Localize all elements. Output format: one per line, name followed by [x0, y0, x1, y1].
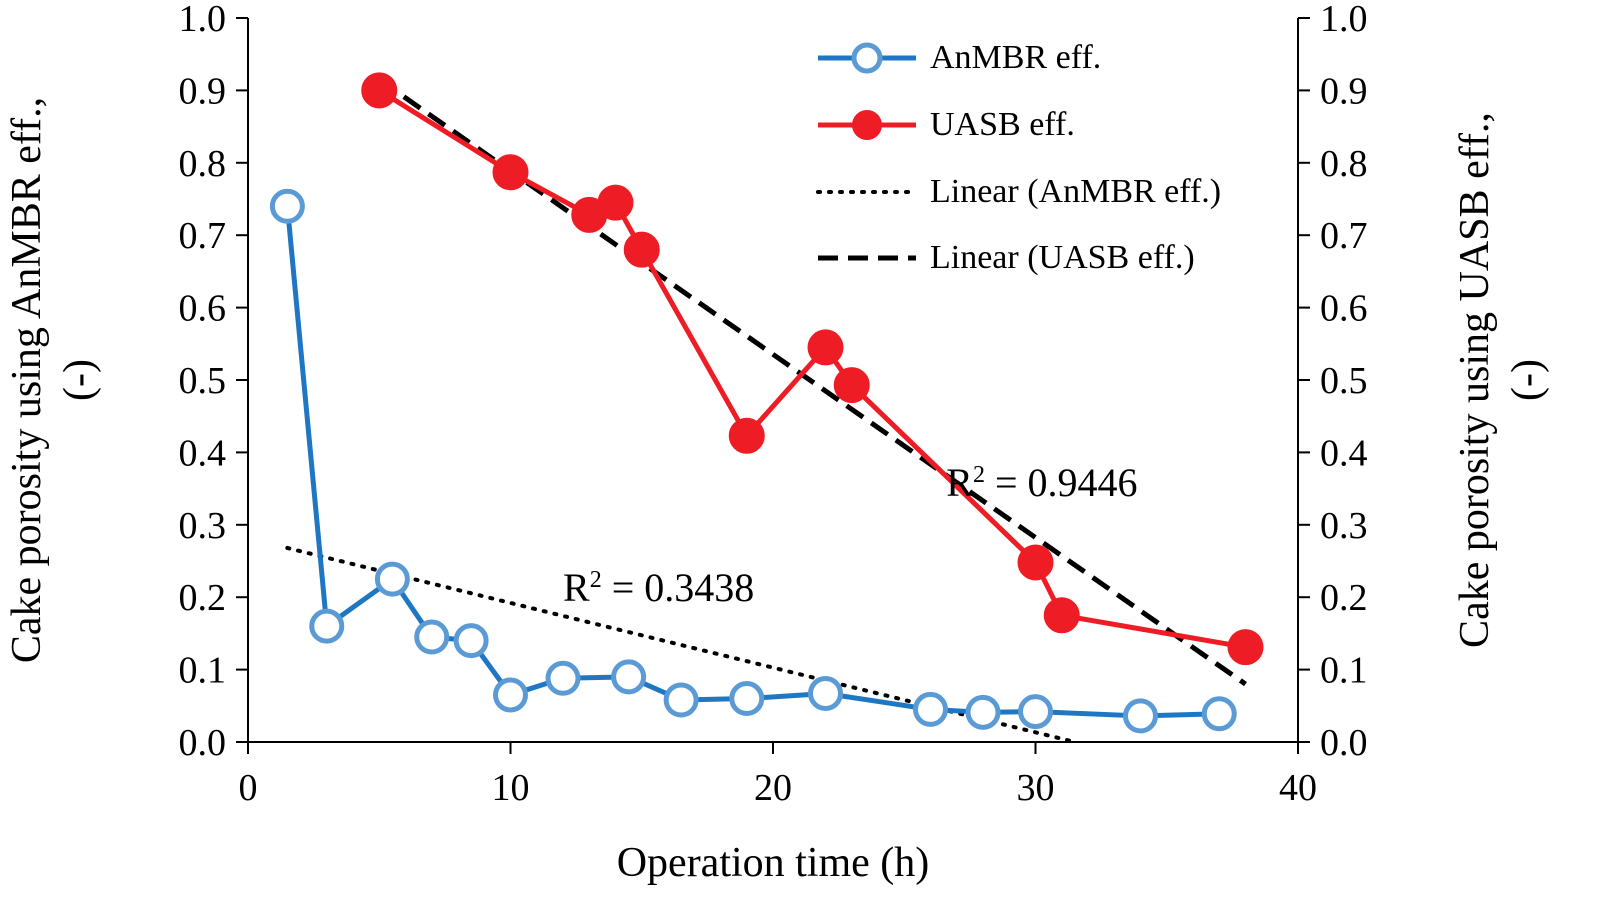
data-point-anmbr [1201, 696, 1237, 732]
y-tick-label-right: 0.5 [1320, 360, 1368, 402]
legend-label-uasb: UASB eff. [930, 106, 1075, 143]
r-squared-base: R [563, 565, 590, 610]
r-squared-value: = 0.3438 [602, 565, 755, 610]
y-axis-title-left: Cake porosity using AnMBR eff., (-) [4, 97, 102, 663]
data-point-uasb [492, 154, 529, 191]
series-layer [269, 72, 1264, 744]
data-point-uasb [728, 417, 765, 454]
y-tick-label-right: 0.1 [1320, 650, 1368, 692]
data-point-uasb [1017, 544, 1054, 581]
legend-marker-uasb [852, 110, 882, 140]
x-tick-label: 0 [239, 767, 258, 809]
r-squared-value: = 0.9446 [985, 460, 1138, 505]
r-squared-label: R2 = 0.9446 [946, 460, 1137, 505]
r-squared-label: R2 = 0.3438 [563, 565, 754, 610]
data-point-anmbr [965, 694, 1001, 730]
y-tick-label-left: 0.1 [179, 650, 227, 692]
y-tick-label-left: 0.5 [179, 360, 227, 402]
r-squared-base: R [946, 460, 973, 505]
y-tick-label-left: 0.4 [179, 432, 227, 474]
data-point-uasb [623, 231, 660, 268]
data-point-anmbr [663, 682, 699, 718]
x-tick-label: 20 [754, 767, 792, 809]
y-tick-label-left: 0.2 [179, 577, 227, 619]
data-point-anmbr [453, 623, 489, 659]
y-tick-label-right: 0.0 [1320, 722, 1368, 764]
data-point-anmbr [1123, 698, 1158, 734]
y-tick-label-left: 0.7 [179, 215, 227, 257]
data-point-anmbr [808, 675, 843, 711]
data-point-anmbr [545, 660, 581, 696]
y-tick-label-right: 0.2 [1320, 577, 1368, 619]
data-point-anmbr [374, 561, 410, 597]
legend: AnMBR eff. UASB eff. Linear (AnMBR eff.) Li… [816, 39, 1221, 276]
y-tick-label-right: 0.3 [1320, 505, 1368, 547]
y-tick-label-left: 0.8 [179, 143, 227, 185]
x-tick-label: 40 [1279, 767, 1317, 809]
y-axis-title-right-line: Cake porosity using UASB eff., [1452, 112, 1498, 648]
x-axis-title: Operation time (h) [617, 840, 930, 886]
y-tick-label-right: 0.4 [1320, 432, 1368, 474]
data-point-anmbr [493, 677, 528, 713]
data-point-uasb [1227, 629, 1264, 666]
data-point-anmbr [913, 691, 948, 727]
y-axis-title-left-line: (-) [56, 359, 102, 401]
y-tick-label-right: 0.9 [1320, 70, 1368, 112]
y-axis-title-right: Cake porosity using UASB eff., (-) [1452, 112, 1550, 648]
data-point-uasb [833, 367, 870, 404]
y-tick-label-left: 0.0 [179, 722, 227, 764]
y-axis-title-right-line: (-) [1504, 359, 1550, 401]
y-tick-label-left: 1.0 [179, 0, 227, 40]
data-point-uasb [1043, 597, 1080, 634]
data-point-anmbr [611, 659, 647, 695]
data-point-anmbr [1018, 694, 1053, 730]
data-point-uasb [361, 72, 398, 109]
y-tick-label-right: 0.7 [1320, 215, 1368, 257]
data-point-anmbr [414, 619, 450, 655]
legend-label-linear-anmbr: Linear (AnMBR eff.) [930, 173, 1221, 210]
data-point-uasb [807, 329, 844, 366]
x-tick-label: 30 [1017, 767, 1055, 809]
legend-marker-anmbr [851, 42, 883, 74]
trendline-uasb [377, 77, 1247, 687]
data-point-anmbr [269, 188, 305, 224]
legend-label-linear-uasb: Linear (UASB eff.) [930, 239, 1195, 276]
y-tick-label-left: 0.9 [179, 70, 227, 112]
y-tick-label-left: 0.6 [179, 288, 227, 330]
legend-label-anmbr: AnMBR eff. [930, 39, 1101, 76]
data-point-uasb [597, 184, 634, 221]
data-point-anmbr [309, 608, 345, 644]
y-tick-label-left: 0.3 [179, 505, 227, 547]
y-axis-title-left-line: Cake porosity using AnMBR eff., [4, 97, 50, 663]
r-squared-sup: 2 [590, 567, 602, 593]
axes: 0.0 0.0 0.1 0.1 0.2 0.2 0.3 0.3 0.4 0.4 0.5 0.5 0.6 0… [4, 0, 1550, 886]
series-line-anmbr [284, 206, 1220, 719]
trendline-anmbr [285, 545, 1077, 744]
y-tick-label-right: 0.8 [1320, 143, 1368, 185]
data-point-anmbr [729, 681, 765, 717]
y-tick-label-right: 1.0 [1320, 0, 1368, 40]
y-tick-label-right: 0.6 [1320, 288, 1368, 330]
r-squared-sup: 2 [973, 462, 985, 488]
x-tick-label: 10 [492, 767, 530, 809]
